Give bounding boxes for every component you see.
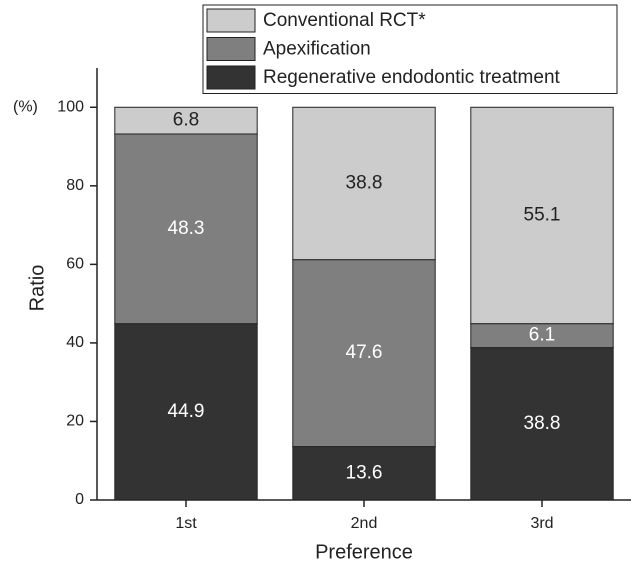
- legend-label: Regenerative endodontic treatment: [263, 67, 561, 88]
- y-tick-label: 100: [57, 98, 84, 115]
- legend-box: [202, 4, 618, 94]
- legend-label: Apexification: [263, 39, 371, 60]
- x-tick-label: 3rd: [530, 515, 553, 532]
- value-label: 6.8: [173, 110, 199, 131]
- value-label: 38.8: [346, 172, 383, 193]
- x-tick-label: 2nd: [351, 515, 378, 532]
- x-axis-label: Preference: [315, 541, 413, 563]
- bar-segment: [292, 106, 436, 261]
- value-label: 47.6: [346, 342, 383, 363]
- y-tick-label: 40: [66, 334, 84, 351]
- bar-segment: [470, 106, 614, 325]
- bar-segment: [292, 446, 436, 501]
- legend-label: Conventional RCT*: [263, 10, 426, 31]
- legend-swatch: [206, 65, 256, 90]
- value-label: 6.1: [529, 325, 555, 346]
- bar-segment: [114, 106, 258, 135]
- x-tick-label: 1st: [175, 515, 197, 532]
- y-tick-label: 20: [66, 413, 84, 430]
- bar-segment: [470, 347, 614, 501]
- y-tick-label: 60: [66, 256, 84, 273]
- bar-segment: [114, 323, 258, 501]
- value-label: 48.3: [168, 218, 205, 239]
- y-tick-label: 80: [66, 177, 84, 194]
- value-label: 38.8: [524, 413, 561, 434]
- bar-segment: [114, 133, 258, 325]
- legend-swatch: [206, 8, 256, 33]
- legend-swatch: [206, 37, 256, 61]
- y-unit: (%): [13, 98, 38, 115]
- y-axis-label: Ratio: [26, 265, 48, 312]
- bar-segment: [292, 259, 436, 448]
- value-label: 44.9: [168, 401, 205, 422]
- value-label: 13.6: [346, 462, 383, 483]
- y-tick-label: 0: [75, 491, 84, 508]
- value-label: 55.1: [524, 204, 561, 225]
